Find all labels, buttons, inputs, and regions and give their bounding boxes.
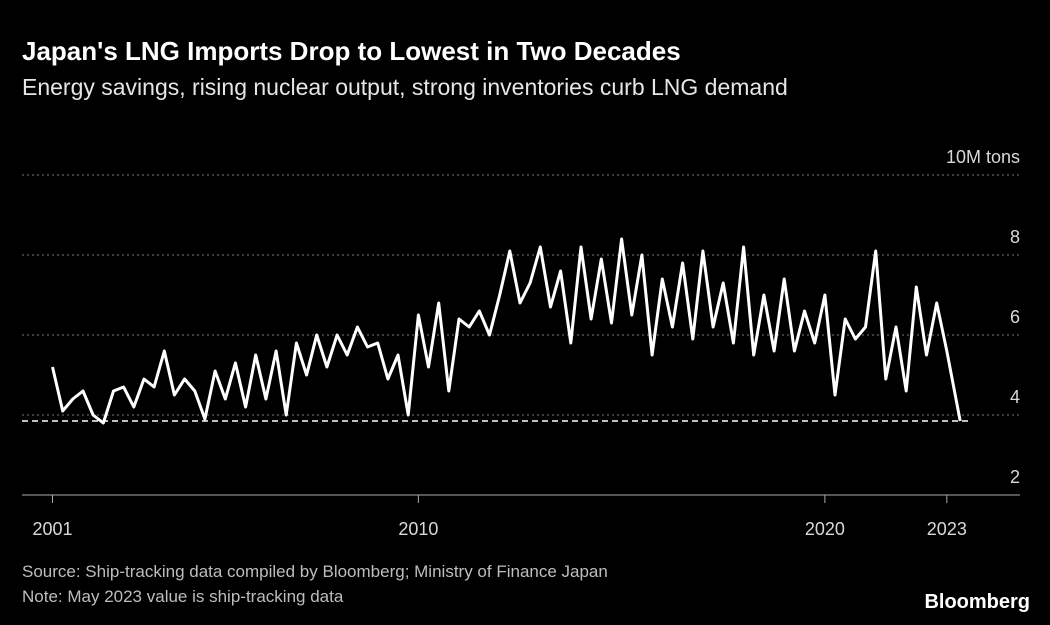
y-tick-label: 2 <box>1010 467 1020 487</box>
chart-subtitle: Energy savings, rising nuclear output, s… <box>22 74 788 100</box>
chart-title: Japan's LNG Imports Drop to Lowest in Tw… <box>22 36 681 66</box>
x-tick-label: 2020 <box>805 519 845 539</box>
footnote: Note: May 2023 value is ship-tracking da… <box>22 587 344 606</box>
x-tick-label: 2010 <box>398 519 438 539</box>
x-tick-label: 2001 <box>32 519 72 539</box>
source-note: Source: Ship-tracking data compiled by B… <box>22 562 608 581</box>
y-tick-label: 10M tons <box>946 147 1020 167</box>
y-tick-label: 4 <box>1010 387 1020 407</box>
brand-logo: Bloomberg <box>924 591 1030 613</box>
y-tick-label: 8 <box>1010 227 1020 247</box>
y-tick-label: 6 <box>1010 307 1020 327</box>
data-line <box>51 237 962 425</box>
x-tick-label: 2023 <box>927 519 967 539</box>
